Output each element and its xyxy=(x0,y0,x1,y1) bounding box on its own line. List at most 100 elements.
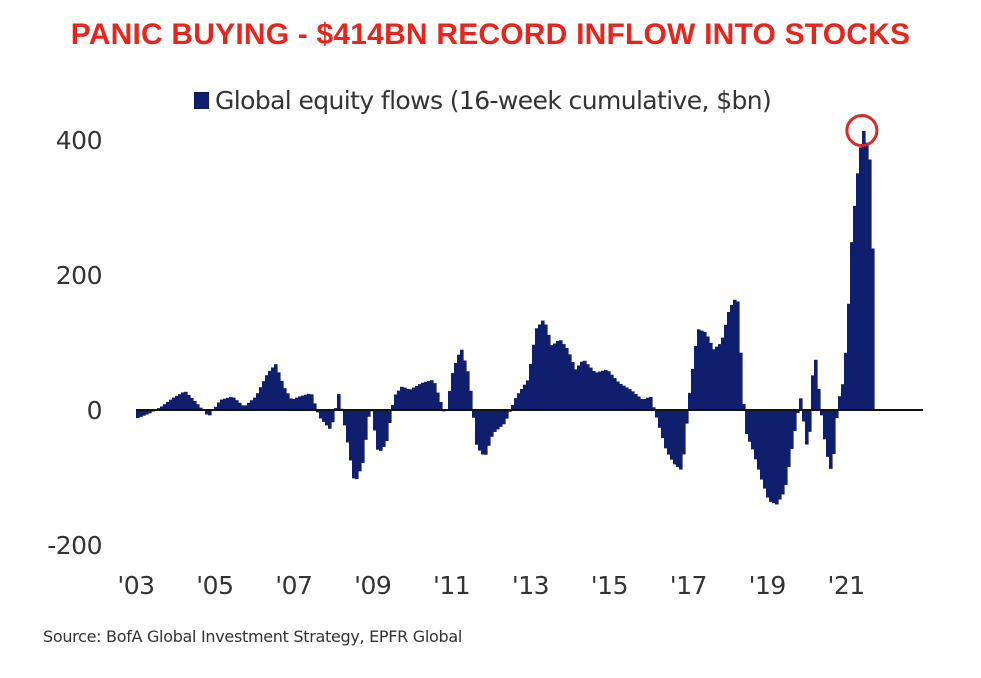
series-bar xyxy=(691,368,695,410)
series-bar xyxy=(316,410,320,413)
series-bar xyxy=(871,248,875,410)
series-bar xyxy=(604,369,608,410)
series-bar xyxy=(148,410,152,414)
series-bar xyxy=(544,324,548,410)
series-bar xyxy=(247,402,251,410)
series-bar xyxy=(736,301,740,410)
series-bar xyxy=(223,398,227,410)
chart-legend: Global equity flows (16-week cumulative,… xyxy=(194,86,772,115)
series-bar xyxy=(331,410,335,423)
series-bar xyxy=(610,374,614,410)
series-bar xyxy=(346,410,350,443)
series-bar xyxy=(301,395,305,410)
y-tick-label: 400 xyxy=(56,126,102,155)
series-bar xyxy=(424,381,428,410)
series-bar xyxy=(226,397,230,410)
series-bar xyxy=(766,410,770,498)
series-bar xyxy=(577,365,581,410)
x-axis-ticks: '03 '05 '07 '09 '11 '13 '15 '17 '19 '21 xyxy=(117,571,865,600)
series-bar xyxy=(847,303,851,410)
series-bar xyxy=(313,403,317,410)
x-tick-label: '03 xyxy=(117,571,154,600)
series-bar xyxy=(166,401,170,410)
series-bar xyxy=(295,397,299,410)
series-bar xyxy=(823,410,827,440)
series-bar xyxy=(208,410,212,416)
series-bar xyxy=(361,410,365,463)
series-bar xyxy=(517,393,521,410)
series-bar xyxy=(841,384,845,410)
series-bar xyxy=(694,345,698,410)
series-bar xyxy=(289,398,293,410)
series-bar xyxy=(277,372,281,410)
series-bar xyxy=(685,410,689,424)
series-bar xyxy=(430,380,434,410)
series-bar xyxy=(535,328,539,410)
series-bar xyxy=(367,410,371,417)
series-bar xyxy=(199,407,203,410)
series-bar xyxy=(634,393,638,410)
series-bar xyxy=(169,399,173,410)
series-bar xyxy=(676,410,680,467)
series-bar xyxy=(724,324,728,410)
series-bar xyxy=(661,410,665,439)
x-tick-label: '09 xyxy=(354,571,391,600)
series-bar xyxy=(715,346,719,410)
series-bar xyxy=(409,389,413,410)
series-bar xyxy=(520,388,524,410)
series-bar xyxy=(799,398,803,410)
x-tick-label: '21 xyxy=(828,571,865,600)
series-bar xyxy=(472,410,476,418)
series-bar xyxy=(187,394,191,410)
series-bar xyxy=(376,410,380,450)
x-tick-label: '19 xyxy=(749,571,786,600)
series-bar xyxy=(811,375,815,410)
series-bar xyxy=(580,361,584,410)
series-bar xyxy=(448,391,452,410)
series-bar xyxy=(748,410,752,442)
series-bar xyxy=(613,378,617,410)
series-bar xyxy=(541,320,545,410)
series-bar xyxy=(526,380,530,410)
series-bar xyxy=(853,205,857,410)
series-bar xyxy=(778,410,782,500)
series-bar xyxy=(319,410,323,419)
series-bar xyxy=(787,410,791,467)
series-bar xyxy=(844,352,848,410)
source-note: Source: BofA Global Investment Strategy,… xyxy=(43,627,463,646)
series-bar xyxy=(487,410,491,446)
series-bar xyxy=(637,396,641,410)
series-bar xyxy=(622,385,626,410)
series-bar xyxy=(739,352,743,410)
series-bar xyxy=(529,363,533,410)
series-bar xyxy=(667,410,671,455)
series-bar xyxy=(475,410,479,445)
series-bar xyxy=(598,371,602,410)
series-bar xyxy=(565,347,569,410)
series-bar xyxy=(553,343,557,410)
series-bar xyxy=(505,410,509,419)
series-bar xyxy=(238,402,242,410)
series-bar xyxy=(832,410,836,455)
series-bar xyxy=(262,381,266,410)
series-bar xyxy=(796,410,800,414)
series-bar xyxy=(775,410,779,505)
series-bar xyxy=(763,410,767,489)
series-bar xyxy=(616,381,620,410)
series-bar xyxy=(601,370,605,410)
series-bar xyxy=(304,394,308,410)
series-bar xyxy=(298,396,302,410)
series-bar xyxy=(769,410,773,502)
series-bar xyxy=(460,349,464,410)
series-bar xyxy=(433,383,437,410)
series-bar xyxy=(283,388,287,410)
series-bar xyxy=(592,371,596,410)
series-bar xyxy=(595,372,599,410)
series-bar xyxy=(721,337,725,410)
series-bar xyxy=(727,311,731,410)
series-bar xyxy=(742,404,746,410)
series-bar xyxy=(466,371,470,410)
series-bar xyxy=(643,399,647,410)
series-bar xyxy=(355,410,359,480)
